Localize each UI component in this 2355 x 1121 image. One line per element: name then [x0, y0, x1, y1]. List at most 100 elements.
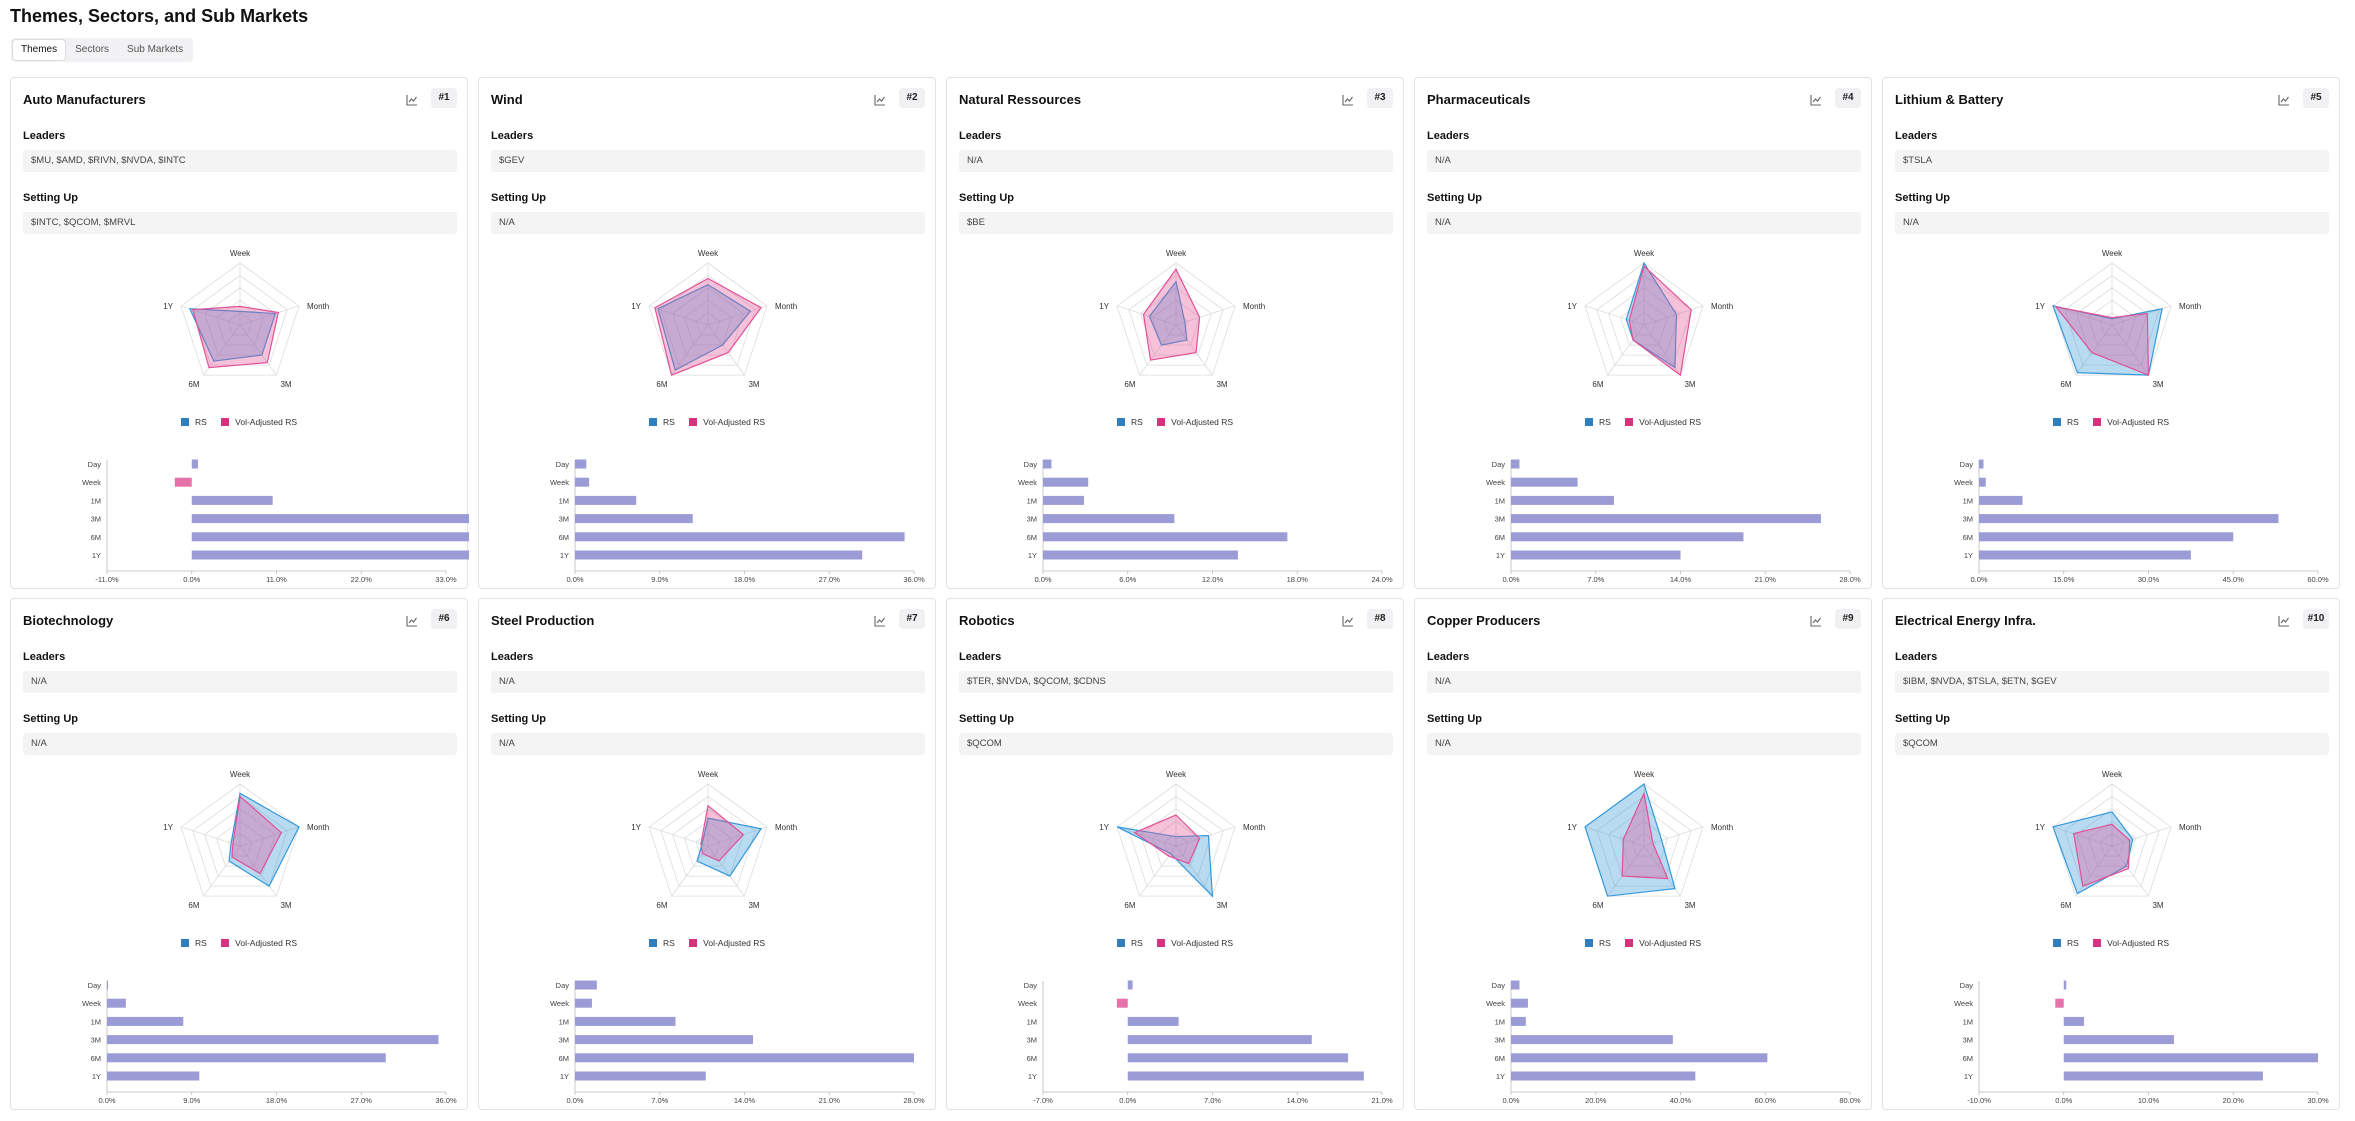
- rs-series-area[interactable]: [657, 284, 752, 372]
- performance-bar[interactable]: [1043, 532, 1288, 542]
- performance-bar[interactable]: [1511, 1035, 1673, 1045]
- performance-bar[interactable]: [1979, 532, 2234, 542]
- vol-adjusted-series-area[interactable]: [2054, 305, 2150, 377]
- vol-adjusted-series-area[interactable]: [2072, 823, 2131, 887]
- performance-bar[interactable]: [1043, 495, 1084, 505]
- legend-item-vol[interactable]: Vol-Adjusted RS: [689, 417, 765, 427]
- legend-item-vol[interactable]: Vol-Adjusted RS: [221, 417, 297, 427]
- rs-series-area[interactable]: [1148, 280, 1188, 346]
- rs-series-area[interactable]: [228, 792, 300, 887]
- performance-bar[interactable]: [575, 1053, 914, 1063]
- legend-item-rs[interactable]: RS: [1116, 417, 1143, 427]
- performance-bar[interactable]: [1511, 1071, 1696, 1081]
- performance-bar[interactable]: [1511, 1016, 1526, 1026]
- performance-bar[interactable]: [107, 998, 126, 1008]
- tab-sub-markets[interactable]: Sub Markets: [127, 44, 184, 55]
- performance-bar[interactable]: [1979, 514, 2279, 524]
- legend-item-rs[interactable]: RS: [648, 417, 675, 427]
- performance-bar[interactable]: [575, 1016, 676, 1026]
- line-chart-icon[interactable]: [873, 614, 887, 628]
- performance-bar[interactable]: [575, 532, 905, 542]
- performance-bar[interactable]: [1511, 1053, 1768, 1063]
- legend-item-rs[interactable]: RS: [2052, 417, 2079, 427]
- legend-item-vol[interactable]: Vol-Adjusted RS: [689, 938, 765, 948]
- legend-item-vol[interactable]: Vol-Adjusted RS: [1625, 938, 1701, 948]
- vol-adjusted-series-area[interactable]: [700, 804, 745, 862]
- tab-themes[interactable]: Themes: [13, 40, 66, 60]
- performance-bar[interactable]: [191, 514, 469, 524]
- performance-bar[interactable]: [1979, 550, 2191, 560]
- performance-bar[interactable]: [1511, 532, 1744, 542]
- performance-bar[interactable]: [1511, 495, 1614, 505]
- rs-series-area[interactable]: [696, 817, 763, 877]
- performance-bar[interactable]: [575, 495, 637, 505]
- performance-bar[interactable]: [1979, 459, 1984, 469]
- performance-bar[interactable]: [191, 532, 469, 542]
- tab-sectors[interactable]: Sectors: [75, 44, 110, 55]
- performance-bar[interactable]: [1979, 495, 2023, 505]
- vol-adjusted-series-area[interactable]: [654, 277, 762, 376]
- vol-adjusted-series-area[interactable]: [1133, 814, 1201, 865]
- line-chart-icon[interactable]: [1809, 614, 1823, 628]
- line-chart-icon[interactable]: [1341, 614, 1355, 628]
- performance-bar[interactable]: [575, 1035, 753, 1045]
- performance-bar[interactable]: [1511, 459, 1520, 469]
- line-chart-icon[interactable]: [873, 93, 887, 107]
- vol-adjusted-series-area[interactable]: [1142, 268, 1201, 361]
- performance-bar[interactable]: [191, 495, 273, 505]
- performance-bar[interactable]: [1043, 514, 1175, 524]
- line-chart-icon[interactable]: [405, 93, 419, 107]
- line-chart-icon[interactable]: [2277, 93, 2291, 107]
- legend-item-rs[interactable]: RS: [1116, 938, 1143, 948]
- legend-item-rs[interactable]: RS: [2052, 938, 2079, 948]
- rs-series-area[interactable]: [1625, 261, 1678, 369]
- performance-bar[interactable]: [191, 459, 198, 469]
- performance-bar[interactable]: [1127, 980, 1133, 990]
- legend-item-vol[interactable]: Vol-Adjusted RS: [1157, 938, 1233, 948]
- legend-item-rs[interactable]: RS: [1584, 938, 1611, 948]
- performance-bar[interactable]: [2055, 998, 2064, 1008]
- performance-bar[interactable]: [1511, 514, 1821, 524]
- performance-bar[interactable]: [575, 459, 587, 469]
- performance-bar[interactable]: [107, 1016, 184, 1026]
- performance-bar[interactable]: [191, 550, 469, 560]
- performance-bar[interactable]: [2063, 1071, 2263, 1081]
- performance-bar[interactable]: [575, 550, 863, 560]
- performance-bar[interactable]: [1511, 980, 1520, 990]
- vol-adjusted-series-area[interactable]: [1628, 264, 1692, 377]
- performance-bar[interactable]: [575, 998, 592, 1008]
- performance-bar[interactable]: [1511, 477, 1578, 487]
- legend-item-vol[interactable]: Vol-Adjusted RS: [1625, 417, 1701, 427]
- performance-bar[interactable]: [1511, 998, 1528, 1008]
- performance-bar[interactable]: [1043, 459, 1052, 469]
- performance-bar[interactable]: [1127, 1071, 1364, 1081]
- performance-bar[interactable]: [107, 1071, 200, 1081]
- legend-item-rs[interactable]: RS: [180, 417, 207, 427]
- performance-bar[interactable]: [1116, 998, 1128, 1008]
- rs-series-area[interactable]: [1116, 826, 1214, 898]
- performance-bar[interactable]: [107, 1053, 386, 1063]
- performance-bar[interactable]: [1511, 550, 1681, 560]
- legend-item-vol[interactable]: Vol-Adjusted RS: [2093, 417, 2169, 427]
- performance-bar[interactable]: [2063, 1053, 2318, 1063]
- line-chart-icon[interactable]: [2277, 614, 2291, 628]
- performance-bar[interactable]: [1043, 550, 1238, 560]
- vol-adjusted-series-area[interactable]: [231, 795, 283, 875]
- line-chart-icon[interactable]: [1809, 93, 1823, 107]
- legend-item-vol[interactable]: Vol-Adjusted RS: [2093, 938, 2169, 948]
- line-chart-icon[interactable]: [405, 614, 419, 628]
- performance-bar[interactable]: [107, 980, 108, 990]
- performance-bar[interactable]: [2063, 1016, 2085, 1026]
- performance-bar[interactable]: [1127, 1016, 1179, 1026]
- performance-bar[interactable]: [1127, 1035, 1312, 1045]
- vol-adjusted-series-area[interactable]: [192, 305, 280, 369]
- performance-bar[interactable]: [107, 1035, 439, 1045]
- rs-series-area[interactable]: [1584, 783, 1676, 897]
- legend-item-rs[interactable]: RS: [1584, 417, 1611, 427]
- performance-bar[interactable]: [575, 514, 693, 524]
- legend-item-vol[interactable]: Vol-Adjusted RS: [1157, 417, 1233, 427]
- performance-bar[interactable]: [1979, 477, 1986, 487]
- performance-bar[interactable]: [174, 477, 192, 487]
- rs-series-area[interactable]: [2052, 811, 2134, 895]
- performance-bar[interactable]: [575, 980, 597, 990]
